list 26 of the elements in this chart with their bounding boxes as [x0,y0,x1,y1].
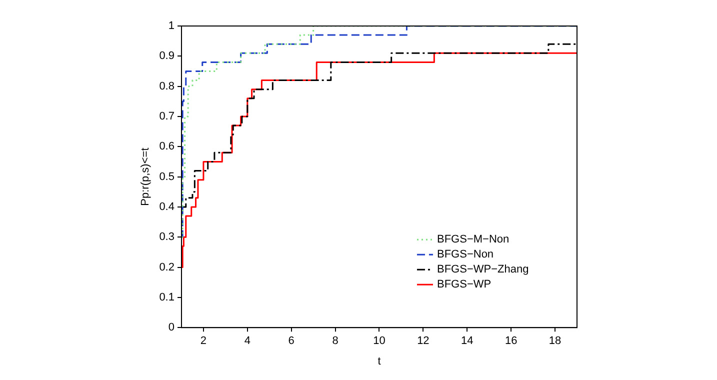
y-tick-label: 0.9 [159,50,174,62]
y-tick-label: 0.8 [159,80,174,92]
y-tick-label: 0.2 [159,261,174,274]
y-tick-label: 0 [168,322,174,334]
legend-label: BFGS−Non [437,248,494,261]
x-tick-label: 10 [373,335,386,348]
legend-label: BFGS−WP [437,278,492,291]
y-tick-label: 1 [168,20,174,32]
y-tick-label: 0.3 [159,231,174,244]
y-tick-label: 0.6 [159,140,174,153]
x-tick-label: 18 [548,335,562,348]
legend-label: BFGS−WP−Zhang [437,264,529,276]
legend-label: BFGS−M−Non [437,234,510,246]
x-tick-label: 6 [288,335,294,348]
x-tick-label: 2 [200,335,207,348]
x-tick-label: 12 [417,335,430,348]
y-axis-title: Pp:r(p,s)<=t [140,148,152,206]
y-tick-label: 0.7 [159,110,174,123]
y-tick-label: 0.5 [159,170,174,183]
x-axis-title: t [378,355,381,368]
y-tick-label: 0.1 [159,291,174,304]
x-tick-label: 14 [461,335,474,348]
x-tick-label: 8 [332,335,338,348]
y-tick-label: 0.4 [159,200,174,213]
x-tick-label: 16 [504,335,518,348]
x-tick-label: 4 [244,335,250,348]
